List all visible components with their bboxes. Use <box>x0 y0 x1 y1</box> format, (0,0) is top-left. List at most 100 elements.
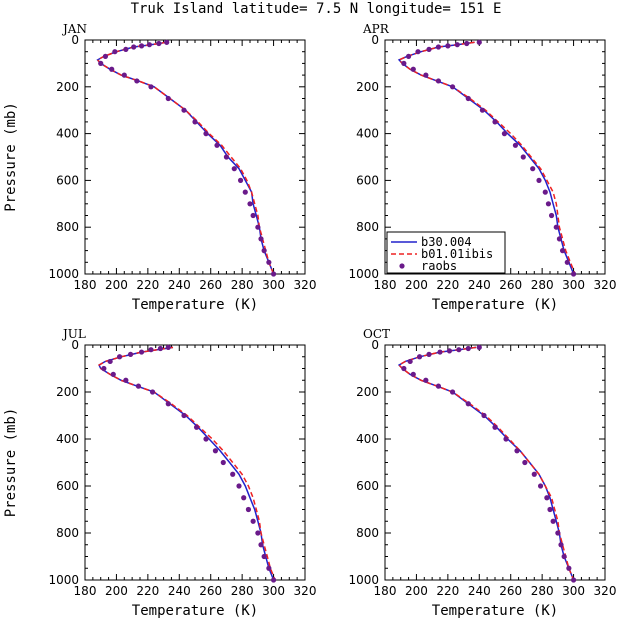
raobs-point <box>426 46 432 52</box>
raobs-point <box>131 44 137 50</box>
raobs-point <box>266 565 272 571</box>
y-tick-label: 800 <box>356 526 379 540</box>
raobs-point <box>454 42 460 48</box>
raobs-point <box>193 424 200 430</box>
x-axis-label: Temperature (K) <box>132 603 258 619</box>
x-tick-label: 300 <box>562 584 585 598</box>
raobs-point <box>148 347 154 353</box>
raobs-point <box>102 53 109 59</box>
x-tick-label: 260 <box>499 584 522 598</box>
raobs-point <box>250 212 256 219</box>
y-axis-label: Pressure (mb) <box>3 408 19 518</box>
raobs-point <box>247 201 253 207</box>
raobs-point <box>553 224 559 230</box>
raobs-point <box>149 389 156 395</box>
raobs-point <box>138 349 145 355</box>
y-tick-label: 1000 <box>48 267 79 281</box>
raobs-point <box>426 351 432 357</box>
b01-01ibis-line <box>98 346 276 581</box>
raobs-point <box>181 107 187 113</box>
raobs-point <box>405 53 412 59</box>
raobs-point <box>456 347 462 353</box>
plot-frame <box>84 344 306 581</box>
raobs-point <box>255 224 261 230</box>
raobs-point <box>476 39 482 45</box>
x-tick-label: 200 <box>405 278 428 292</box>
raobs-point <box>449 84 456 90</box>
x-tick-label: 320 <box>294 584 317 598</box>
y-tick-label: 800 <box>56 220 79 234</box>
y-tick-label: 200 <box>356 385 379 399</box>
raobs-point <box>492 119 498 125</box>
y-tick-label: 0 <box>371 33 379 47</box>
x-tick-label: 240 <box>468 584 491 598</box>
x-tick-label: 280 <box>531 278 554 292</box>
raobs-point <box>223 154 230 160</box>
panel-label: OCT <box>363 327 390 341</box>
legend-label: raobs <box>421 259 457 273</box>
raobs-point <box>181 412 187 419</box>
raobs-point <box>410 66 416 72</box>
raobs-point <box>550 518 556 524</box>
raobs-point <box>479 107 486 113</box>
raobs-point <box>545 201 552 207</box>
raobs-point <box>157 345 164 352</box>
raobs-point <box>559 248 566 254</box>
raobs-point <box>164 39 170 45</box>
y-tick-label: 0 <box>71 33 79 47</box>
raobs-point <box>242 189 248 195</box>
panel-oct: 180 200 220 240 260 280 300 320 0 200 400 600 800 100… <box>348 327 616 619</box>
x-tick-label: 200 <box>105 278 128 292</box>
raobs-point <box>547 506 553 513</box>
raobs-point <box>109 66 115 72</box>
raobs-point <box>407 358 413 365</box>
raobs-point <box>544 495 550 501</box>
raobs-point <box>110 371 116 377</box>
raobs-point <box>530 166 536 172</box>
raobs-point <box>548 212 555 219</box>
y-tick-label: 800 <box>356 220 379 234</box>
figure-title: Truk Island latitude= 7.5 N longitude= 1… <box>131 1 502 17</box>
x-tick-label: 280 <box>231 584 254 598</box>
raobs-point <box>116 354 123 360</box>
x-tick-label: 220 <box>436 278 459 292</box>
raobs-point <box>107 358 113 365</box>
raobs-point <box>241 495 247 501</box>
raobs-point <box>101 365 107 372</box>
raobs-point <box>138 43 145 49</box>
b01-01ibis-line <box>397 41 576 275</box>
x-tick-label: 280 <box>531 584 554 598</box>
raobs-point <box>555 530 561 536</box>
x-tick-label: 180 <box>74 278 97 292</box>
raobs-point <box>536 177 542 183</box>
x-tick-label: 300 <box>262 278 285 292</box>
raobs-point <box>465 345 471 352</box>
raobs-point <box>270 577 277 583</box>
raobs-point <box>556 236 563 242</box>
y-tick-label: 200 <box>56 80 79 94</box>
raobs-point <box>501 131 508 137</box>
x-tick-label: 260 <box>199 278 222 292</box>
raobs-point <box>542 189 548 195</box>
raobs-point <box>261 553 267 560</box>
x-tick-label: 200 <box>405 584 428 598</box>
raobs-point <box>449 389 456 395</box>
y-tick-label: 200 <box>56 385 79 399</box>
raobs-point <box>435 44 442 50</box>
y-tick-label: 600 <box>356 173 379 187</box>
x-axis-label: Temperature (K) <box>432 603 558 619</box>
panel-jan: 180 200 220 240 260 280 300 320 0 200 400 600 800 100… <box>3 22 316 313</box>
y-tick-label: 400 <box>56 127 79 141</box>
raobs-point <box>214 142 220 148</box>
y-tick-label: 0 <box>371 338 379 352</box>
raobs-point <box>121 72 127 78</box>
raobs-point <box>112 49 118 55</box>
y-tick-label: 600 <box>56 479 79 493</box>
raobs-point <box>465 401 471 407</box>
y-tick-label: 600 <box>56 173 79 187</box>
raobs-point <box>165 95 171 102</box>
x-tick-label: 220 <box>136 584 159 598</box>
x-tick-label: 180 <box>374 278 397 292</box>
x-tick-label: 240 <box>168 584 191 598</box>
plot-frame <box>384 344 606 581</box>
